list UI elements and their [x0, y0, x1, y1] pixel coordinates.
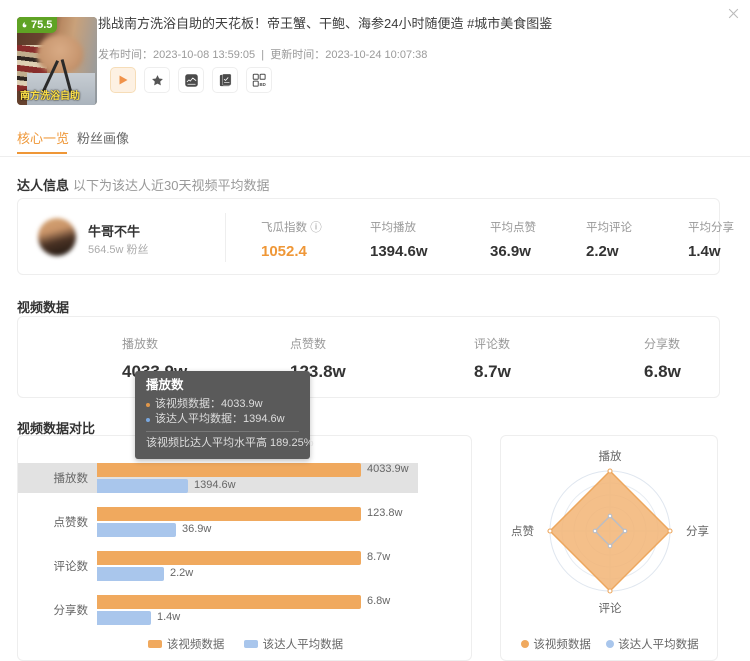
svg-text:评论: 评论 [599, 601, 622, 615]
svg-text:点赞: 点赞 [511, 525, 534, 538]
svg-text:分享: 分享 [686, 524, 709, 538]
svg-text:BD: BD [259, 82, 265, 87]
svg-text:播放: 播放 [599, 449, 622, 463]
